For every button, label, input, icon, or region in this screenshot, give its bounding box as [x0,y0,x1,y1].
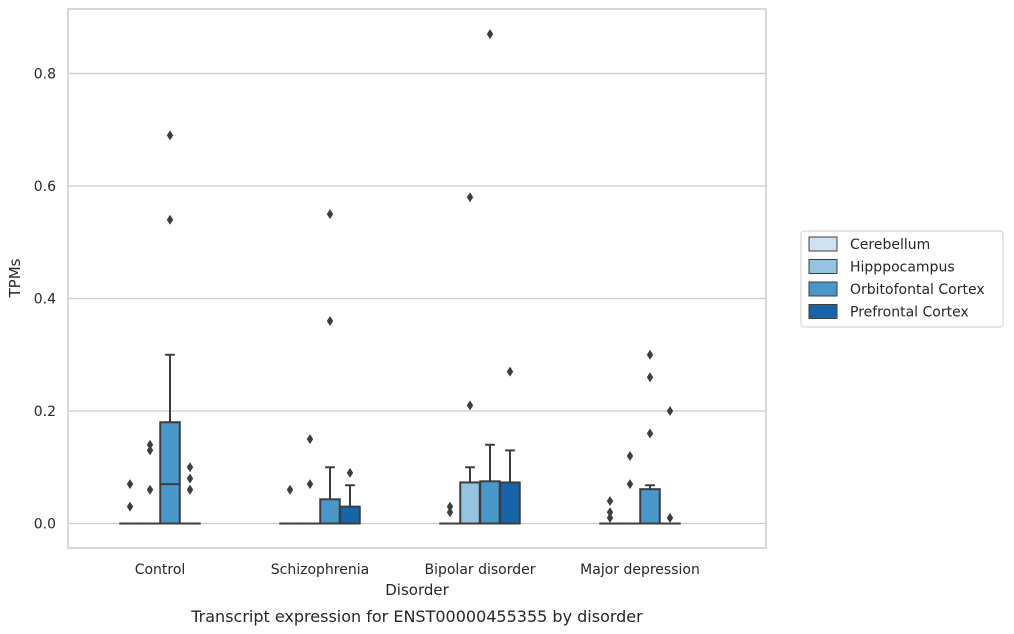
outlier-point [486,29,494,40]
series-orbitofontal-cortex [159,29,661,525]
legend-label: Cerebellum [850,237,930,253]
outlier-point [126,501,134,512]
outlier-point [146,484,154,495]
y-tick-label: 0.6 [34,179,56,195]
outlier-point [146,439,154,450]
x-tick-label: Major depression [580,562,700,578]
x-axis-label: Disorder [385,581,449,599]
box [459,481,481,525]
outlier-point [326,316,334,326]
outlier-point [626,451,634,461]
legend-label: Hipppocampus [850,260,955,276]
legend-swatch [808,304,838,319]
x-tick-label: Schizophrenia [271,562,369,578]
outlier-point [666,512,674,523]
series-hipppocampus [139,192,641,525]
outlier-point [186,473,194,484]
outlier-point [166,130,174,141]
outlier-point [666,406,674,416]
series-cerebellum [119,479,621,525]
outlier-point [326,209,334,220]
plot-frame [67,8,767,549]
y-axis-ticks: 0.0 0.2 0.4 0.6 0.8 [34,67,56,533]
box [159,421,181,525]
outlier-point [446,501,454,512]
box [479,480,501,525]
x-axis-ticks: Control Schizophrenia Bipolar disorder Majo… [135,562,700,578]
outlier-point [466,192,474,203]
x-tick-label: Control [135,562,186,578]
outlier-point [166,214,174,225]
outlier-point [346,467,354,478]
box [339,505,361,525]
legend-label: Orbitofontal Cortex [850,282,985,298]
outlier-point [186,484,194,495]
outlier-point [306,434,314,445]
legend-frame [800,230,1004,328]
outlier-point [186,462,194,473]
outlier-point [446,507,454,518]
outlier-point [626,479,634,490]
outlier-point [646,428,654,439]
box [639,488,661,525]
legend-label: Prefrontal Cortex [850,305,969,321]
y-axis-label: TPMs [6,258,24,298]
outlier-point [286,484,294,495]
outlier-point [466,400,474,411]
box [319,498,341,525]
series-prefrontal-cortex [179,366,681,525]
y-tick-label: 0.0 [34,517,56,533]
y-tick-label: 0.4 [34,292,56,308]
outlier-point [306,479,314,490]
legend-swatch [808,281,838,297]
legend-entries: Cerebellum Hipppocampus Orbitofontal Corte… [808,236,985,321]
box [499,481,521,525]
legend: Cerebellum Hipppocampus Orbitofontal Corte… [800,230,1004,328]
y-tick-label: 0.8 [34,67,56,83]
legend-swatch [808,236,838,252]
outlier-point [646,372,654,383]
outlier-point [646,349,654,360]
outlier-point [146,445,154,456]
outlier-point [606,512,614,523]
x-tick-label: Bipolar disorder [424,562,535,578]
y-tick-label: 0.2 [34,404,56,420]
legend-swatch [808,259,838,274]
outlier-point [606,496,614,506]
box-series [119,29,681,525]
outlier-point [506,366,514,377]
outlier-point [606,507,614,518]
outlier-point [126,479,134,490]
chart-caption: Transcript expression for ENST0000045535… [190,607,643,626]
